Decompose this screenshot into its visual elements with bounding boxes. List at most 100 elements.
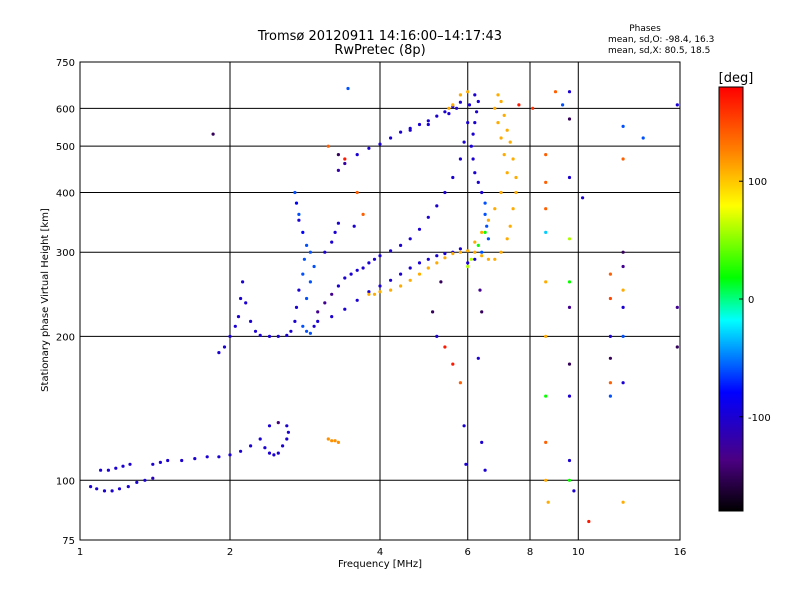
data-point: [305, 329, 309, 333]
data-point: [567, 237, 572, 241]
data-point: [228, 334, 232, 338]
data-point: [608, 381, 613, 385]
data-point: [567, 305, 572, 309]
data-point: [469, 257, 473, 261]
data-point: [426, 122, 430, 127]
data-point: [417, 272, 422, 276]
data-point: [544, 230, 548, 234]
data-point: [473, 93, 477, 97]
phases-title: Phases: [629, 24, 661, 34]
data-point: [426, 215, 430, 219]
data-point: [572, 489, 576, 493]
data-point: [281, 444, 285, 448]
data-point: [272, 453, 276, 457]
data-point: [499, 250, 503, 254]
data-point: [349, 272, 353, 276]
data-point: [294, 201, 299, 205]
data-point: [426, 119, 430, 123]
data-point: [346, 86, 350, 91]
data-point: [258, 437, 262, 441]
data-point: [233, 324, 237, 328]
data-point: [476, 180, 480, 184]
y-tick-label: 400: [56, 188, 75, 199]
data-point: [426, 257, 430, 261]
data-point: [508, 140, 512, 144]
data-point: [505, 128, 509, 132]
plot-frame: [79, 61, 681, 541]
data-point: [621, 334, 625, 338]
data-point: [544, 207, 548, 211]
data-point: [102, 489, 107, 493]
data-point: [399, 284, 403, 288]
data-point: [435, 114, 439, 118]
data-point: [480, 440, 484, 444]
data-point: [305, 243, 309, 247]
data-point: [499, 190, 503, 195]
data-point: [486, 237, 490, 241]
y-tick-label: 600: [56, 104, 75, 115]
data-point: [389, 136, 393, 140]
data-point: [621, 288, 625, 292]
data-point: [458, 247, 462, 251]
y-tick-label: 100: [56, 476, 75, 487]
data-point: [239, 296, 243, 301]
data-point: [343, 161, 347, 166]
data-point: [544, 394, 548, 398]
y-tick-label: 75: [62, 536, 75, 547]
data-point: [276, 421, 280, 425]
data-point: [621, 157, 625, 161]
data-point: [476, 99, 480, 104]
y-tick-label: 750: [56, 58, 75, 69]
data-point: [117, 487, 122, 491]
data-point: [276, 451, 280, 455]
data-point: [505, 171, 509, 175]
data-point: [114, 466, 118, 470]
colorbar-label: [deg]: [719, 71, 754, 86]
data-point: [367, 146, 371, 150]
data-point: [608, 394, 613, 398]
colorbar-tick-label: 100: [748, 177, 767, 188]
data-point: [502, 113, 506, 117]
data-point: [301, 324, 305, 328]
data-point: [505, 237, 509, 241]
data-point: [675, 345, 679, 349]
data-point: [417, 122, 422, 127]
phases-mean-x: mean, sd,X: 80.5, 18.5: [608, 46, 710, 56]
data-point: [493, 207, 497, 211]
data-point: [544, 478, 548, 482]
colorbar-tick-label: -100: [748, 413, 771, 424]
data-point: [372, 257, 377, 261]
grid-lines: [80, 62, 680, 540]
x-tick-label: 10: [572, 547, 585, 558]
data-point: [267, 334, 272, 338]
data-point: [621, 381, 625, 385]
data-point: [451, 362, 455, 366]
data-point: [641, 136, 645, 140]
data-point: [621, 264, 625, 269]
data-point: [451, 175, 455, 180]
data-point: [399, 272, 403, 276]
colorbar-tick-label: 0: [748, 295, 754, 306]
data-point: [473, 121, 477, 125]
data-point: [458, 381, 462, 385]
data-point: [302, 257, 306, 261]
data-point: [473, 250, 477, 254]
data-point: [249, 319, 253, 323]
data-point: [480, 250, 484, 254]
data-point: [462, 424, 466, 428]
data-point: [244, 301, 248, 305]
data-point: [285, 424, 289, 428]
data-point: [330, 315, 334, 319]
data-point: [514, 190, 518, 195]
data-point: [499, 99, 503, 104]
data-point: [431, 310, 435, 314]
x-tick-label: 8: [527, 547, 533, 558]
data-point: [567, 90, 572, 94]
data-point: [110, 489, 114, 493]
data-point: [166, 458, 170, 463]
data-point: [493, 106, 497, 110]
data-point: [544, 334, 548, 338]
data-point: [483, 201, 487, 205]
y-tick-label: 500: [56, 142, 75, 153]
data-point: [126, 485, 130, 489]
